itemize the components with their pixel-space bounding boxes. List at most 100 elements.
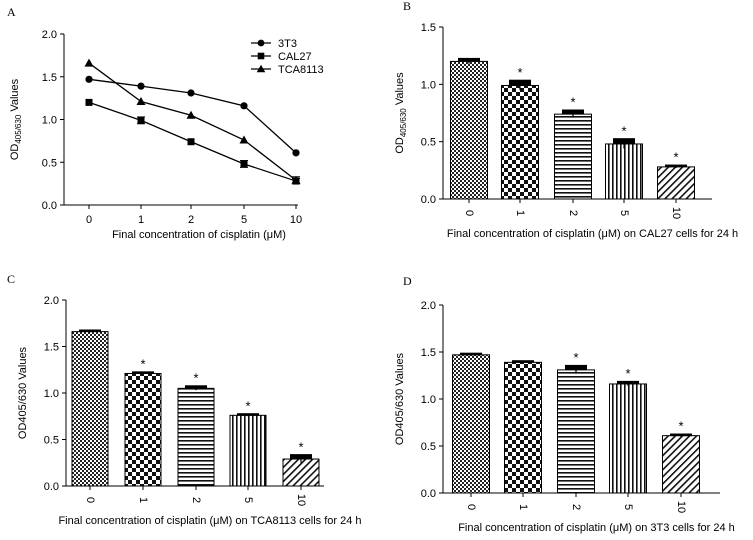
- panel-d-letter: D: [403, 274, 412, 288]
- significance-marker: *: [193, 370, 198, 385]
- significance-marker: *: [570, 95, 575, 110]
- bar: [557, 369, 595, 494]
- error-cap: [185, 385, 207, 389]
- panel-b: B 0.0 0.5 1.0 1.5 0 1 2 5 10 Final concentration …: [394, 0, 738, 240]
- error-cap: [132, 371, 154, 374]
- panel-c-letter: C: [7, 272, 15, 286]
- y-tick-label: 0.5: [421, 441, 436, 453]
- bar: [177, 387, 215, 487]
- bar: [229, 414, 267, 487]
- bar: [71, 331, 109, 487]
- y-tick-label: 0.0: [421, 194, 436, 206]
- x-tick-label: 10: [670, 207, 682, 219]
- legend-label: CAL27: [278, 51, 312, 63]
- panel-a-plot: 0.0 0.5 1.0 1.5 2.0 0 1 2 5 10 Final concentration…: [9, 29, 302, 241]
- y-tick-label: 0.0: [42, 200, 57, 212]
- error-cap: [512, 360, 534, 363]
- bar: [504, 361, 542, 494]
- x-axis-label: Final concentration of cisplatin (μM) on…: [447, 228, 738, 240]
- x-tick-label: 1: [514, 210, 526, 216]
- error-cap: [509, 79, 531, 86]
- significance-marker: *: [621, 123, 626, 138]
- x-tick-label: 0: [84, 497, 96, 503]
- significance-marker: *: [517, 65, 522, 80]
- x-tick-label: 10: [295, 494, 307, 506]
- x-tick-label: 5: [618, 210, 630, 216]
- y-axis-label-sub: 405/630: [399, 108, 408, 137]
- y-axis-label: OD405/630 Values: [17, 346, 29, 439]
- data-point: [239, 135, 249, 144]
- y-tick-label: 1.0: [42, 115, 57, 127]
- bar: [605, 143, 643, 200]
- bar: [450, 60, 488, 200]
- y-axis-label-sub: 405/630: [14, 114, 23, 143]
- error-cap: [565, 364, 587, 371]
- bar: [662, 435, 700, 494]
- bar: [452, 354, 490, 494]
- x-axis-label: Final concentration of cisplatin (μM): [112, 229, 286, 241]
- y-tick-label: 0.0: [421, 488, 436, 500]
- y-axis-label-tail: Values: [394, 72, 406, 108]
- x-tick-label: 0: [86, 214, 92, 226]
- panel-a-letter: A: [7, 5, 16, 19]
- panel-d: D 0.0 0.5 1.0 1.5 2.0 0 1 2 5 10 Final concentrati…: [394, 274, 735, 534]
- y-axis-label-tail: Values: [9, 78, 21, 114]
- legend-marker: [257, 52, 265, 60]
- data-point: [186, 110, 196, 119]
- panel-c: C 0.0 0.5 1.0 1.5 2.0 0 1 2 5 10 Final concentrati…: [7, 272, 362, 527]
- legend-marker: [257, 39, 265, 47]
- data-point: [291, 175, 301, 184]
- data-point: [137, 82, 145, 90]
- y-tick-label: 1.5: [421, 347, 436, 359]
- y-tick-label: 1.0: [44, 388, 59, 400]
- panel-c-plot: 0.0 0.5 1.0 1.5 2.0 0 1 2 5 10 Final concentration…: [17, 295, 362, 527]
- y-tick-label: 0.5: [421, 137, 436, 149]
- data-point: [240, 102, 248, 110]
- error-cap: [617, 380, 639, 385]
- bar: [124, 372, 162, 487]
- y-tick-label: 0.5: [44, 435, 59, 447]
- panel-d-plot: 0.0 0.5 1.0 1.5 2.0 0 1 2 5 10 Final concentration…: [394, 300, 735, 534]
- data-point: [85, 98, 93, 106]
- y-tick-label: 0.5: [42, 157, 57, 169]
- y-axis-label: OD405/630 Values: [394, 72, 408, 154]
- data-point: [292, 149, 300, 157]
- legend-label: TCA8113: [278, 64, 324, 76]
- x-tick-label: 1: [138, 214, 144, 226]
- y-axis-label-tail: Values: [394, 352, 406, 388]
- error-cap: [458, 57, 480, 62]
- x-tick-label: 5: [241, 214, 247, 226]
- x-tick-label: 1: [137, 497, 149, 503]
- x-axis-label: Final concentration of cisplatin (μM) on…: [58, 515, 361, 527]
- y-axis-label-tail: Values: [17, 346, 29, 382]
- error-cap: [290, 454, 312, 460]
- x-tick-label: 10: [675, 501, 687, 513]
- x-tick-label: 1: [517, 504, 529, 510]
- significance-marker: *: [298, 439, 303, 454]
- x-tick-label: 0: [465, 504, 477, 510]
- data-point: [85, 75, 93, 83]
- significance-marker: *: [673, 150, 678, 165]
- y-tick-label: 1.0: [421, 79, 436, 91]
- bar: [657, 166, 695, 200]
- error-cap: [613, 138, 635, 145]
- series-line-TCA8113: [88, 62, 297, 181]
- panel-a: A 0.0 0.5 1.0 1.5 2.0 0 1 2 5 10 Final concentrati…: [7, 5, 324, 241]
- data-point: [187, 89, 195, 97]
- x-tick-label: 10: [290, 214, 302, 226]
- x-tick-label: 0: [463, 210, 475, 216]
- bar: [554, 113, 592, 200]
- x-tick-label: 2: [188, 214, 194, 226]
- y-tick-label: 1.5: [421, 22, 436, 34]
- y-tick-label: 1.5: [44, 342, 59, 354]
- y-tick-label: 2.0: [421, 300, 436, 312]
- significance-marker: *: [625, 366, 630, 381]
- panel-b-plot: 0.0 0.5 1.0 1.5 0 1 2 5 10 Final concentration of…: [394, 22, 738, 240]
- panel-b-letter: B: [403, 0, 411, 13]
- legend-marker: [256, 64, 266, 73]
- y-tick-label: 1.0: [421, 394, 436, 406]
- data-point: [240, 160, 248, 168]
- y-tick-label: 0.0: [44, 481, 59, 493]
